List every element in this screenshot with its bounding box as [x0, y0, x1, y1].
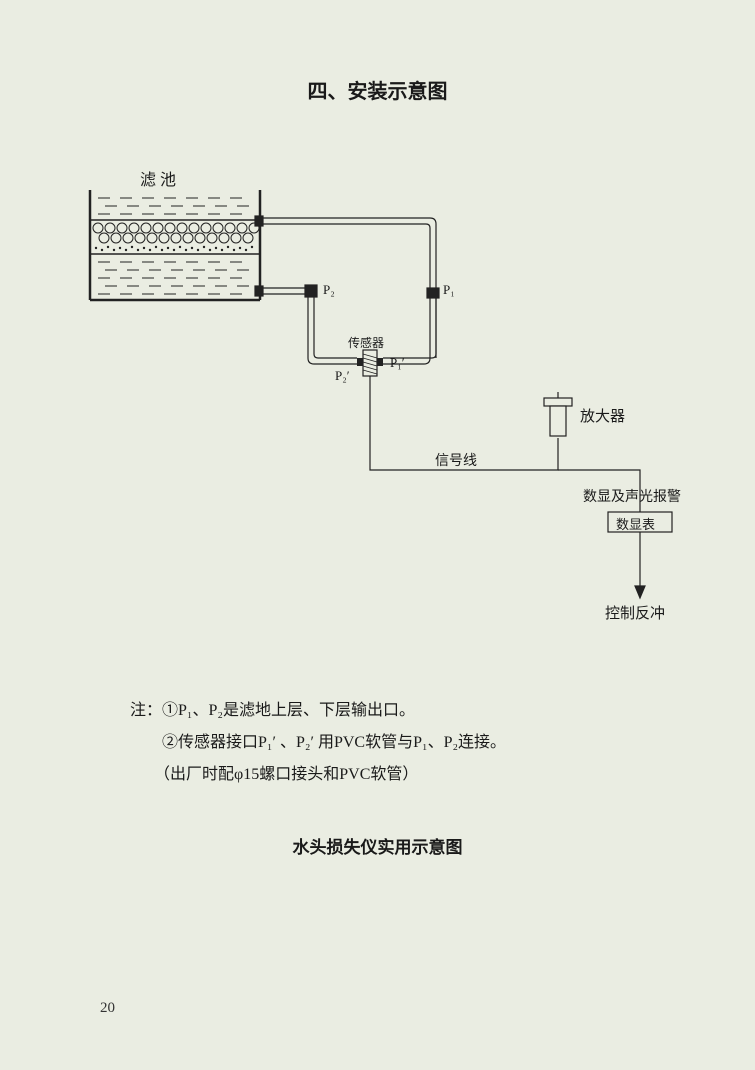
p2-prime-label: P₂′ [335, 368, 350, 384]
page-title: 四、安装示意图 [0, 75, 755, 104]
subtitle: 水头损失仪实用示意图 [0, 833, 755, 858]
diagram-svg [80, 160, 680, 630]
p2-label: P₂ [323, 282, 335, 298]
note-1: ①P₁、P₂是滤地上层、下层输出口。 [162, 702, 415, 719]
tank-label: 滤 池 [140, 166, 176, 190]
p1-prime-label: P₁′ [390, 355, 405, 371]
installation-diagram: 滤 池 P₂ P₁ 传感器 P₂′ P₁′ 放大器 信号线 数显及声光报警 数显… [80, 160, 680, 630]
pipe-p2-to-sensor [308, 297, 357, 364]
display-alarm-label: 数显及声光报警 [583, 486, 681, 506]
note-3: （出厂时配φ15螺口接头和PVC软管） [162, 766, 418, 783]
control-backwash-label: 控制反冲 [605, 602, 665, 623]
pipe-p2 [255, 285, 317, 297]
amplifier-label: 放大器 [580, 405, 625, 426]
page-number: 20 [100, 1000, 115, 1017]
arrow-to-control [635, 532, 645, 598]
sensor-icon [357, 350, 383, 376]
pipe-p1 [255, 216, 439, 298]
display-meter-label: 数显表 [616, 514, 655, 533]
amplifier-icon [544, 392, 572, 436]
sensor-label: 传感器 [348, 334, 384, 351]
signal-line-label: 信号线 [435, 450, 477, 470]
p1-label: P₁ [443, 282, 455, 298]
filter-tank [90, 190, 260, 300]
notes-prefix: 注： [130, 702, 162, 719]
note-2: ②传感器接口P₁′ 、P₂′ 用PVC软管与P₁、P₂连接。 [162, 734, 506, 751]
notes-block: 注：①P₁、P₂是滤地上层、下层输出口。 注：②传感器接口P₁′ 、P₂′ 用P… [130, 695, 650, 791]
